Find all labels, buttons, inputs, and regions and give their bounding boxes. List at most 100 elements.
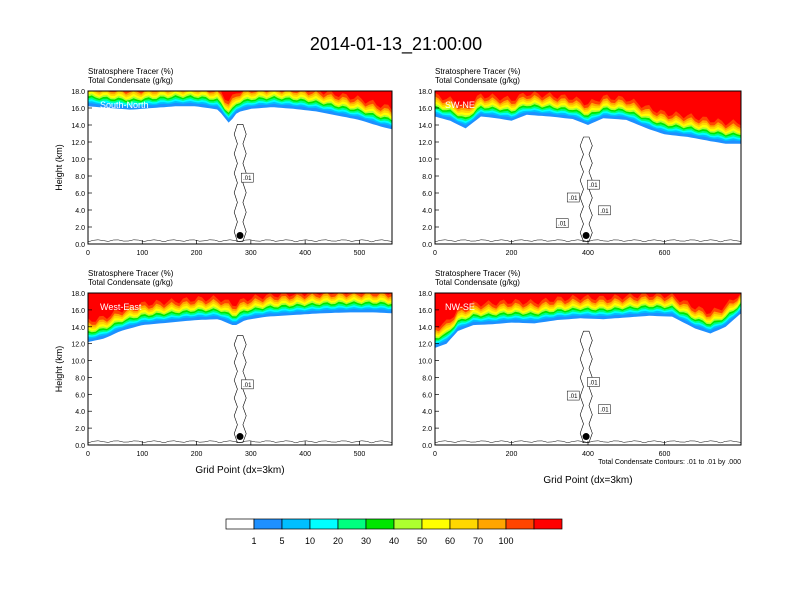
colorbar-swatch <box>477 518 507 530</box>
y-tick-label: 16.0 <box>418 106 432 113</box>
y-tick-label: 4.0 <box>75 208 85 215</box>
contour-label-box <box>555 218 569 228</box>
y-tick-label: 2.0 <box>422 426 432 433</box>
tracer-band-11 <box>435 91 741 126</box>
y-tick-label: 0.0 <box>422 242 432 249</box>
y-tick-label: 8.0 <box>422 174 432 181</box>
y-tick-label: 0.0 <box>422 443 432 450</box>
tracer-band-7 <box>88 91 392 120</box>
x-tick-label: 300 <box>245 250 257 257</box>
colorbar-label: 1 <box>251 536 256 546</box>
station-marker <box>582 232 590 239</box>
y-tick-label: 8.0 <box>422 375 432 382</box>
y-tick-label: 10.0 <box>71 157 85 164</box>
y-tick-label: 16.0 <box>71 308 85 315</box>
y-tick-label: 10.0 <box>418 157 432 164</box>
contour-label: .01 <box>589 183 598 189</box>
condensate-contour <box>233 124 247 242</box>
panel-title-line1: Stratosphere Tracer (%) <box>88 67 174 76</box>
colorbar-swatch <box>421 518 451 530</box>
colorbar-label: 60 <box>445 536 455 546</box>
colorbar-label: 10 <box>305 536 315 546</box>
contour-label: .01 <box>600 209 609 215</box>
tracer-band-11 <box>88 293 392 322</box>
y-tick-label: 2.0 <box>422 225 432 232</box>
x-tick-label: 500 <box>354 451 366 458</box>
x-tick-label: 500 <box>354 250 366 257</box>
y-tick-label: 12.0 <box>71 342 85 349</box>
contour-label-box <box>587 377 600 387</box>
contour-label: .01 <box>558 222 567 228</box>
station-marker <box>236 232 244 239</box>
panel-title-line2: Total Condensate (g/kg) <box>435 278 520 287</box>
contour-label: .01 <box>569 394 578 400</box>
x-tick-label: 400 <box>299 451 311 458</box>
y-tick-label: 18.0 <box>418 89 432 96</box>
tracer-band-6 <box>88 91 392 121</box>
y-tick-label: 2.0 <box>75 225 85 232</box>
x-tick-label: 100 <box>136 250 148 257</box>
plot-frame <box>87 292 393 446</box>
colorbar-label: 50 <box>417 536 427 546</box>
y-tick-label: 12.0 <box>418 140 432 147</box>
panel-label: South-North <box>100 100 149 110</box>
station-marker <box>236 433 244 441</box>
y-tick-label: 14.0 <box>71 123 85 130</box>
y-tick-label: 8.0 <box>75 375 85 382</box>
y-tick-label: 4.0 <box>422 208 432 215</box>
y-tick-label: 4.0 <box>422 409 432 416</box>
y-tick-label: 12.0 <box>418 342 432 349</box>
x-tick-label: 400 <box>582 451 594 458</box>
x-tick-label: 600 <box>659 250 671 257</box>
panel-label: NW-SE <box>445 302 475 312</box>
contour-label-box <box>598 205 611 216</box>
colorbar-swatch <box>337 518 367 530</box>
y-tick-label: 16.0 <box>418 308 432 315</box>
tracer-band-11 <box>88 91 392 111</box>
panel-label: West-East <box>100 302 142 312</box>
x-tick-label: 200 <box>191 250 203 257</box>
panel-title-line2: Total Condensate (g/kg) <box>88 76 173 85</box>
y-tick-label: 10.0 <box>418 359 432 366</box>
colorbar-label: 70 <box>473 536 483 546</box>
colorbar-swatch <box>505 518 535 530</box>
station-marker <box>582 433 590 441</box>
colorbar-swatch <box>309 518 339 530</box>
condensate-contour <box>579 330 593 443</box>
ground-contour <box>435 440 741 444</box>
y-tick-label: 14.0 <box>418 325 432 332</box>
plot-area: .01 <box>88 293 392 444</box>
tracer-band-11 <box>435 293 741 329</box>
panel-title-line2: Total Condensate (g/kg) <box>88 278 173 287</box>
contour-label: .01 <box>569 196 578 202</box>
colorbar-swatch <box>533 518 563 530</box>
panel-west-east: .01 West-East Stratosphere Tracer (%)Total… <box>54 269 393 476</box>
panel-label: SW-NE <box>445 100 475 110</box>
y-tick-label: 18.0 <box>71 89 85 96</box>
condensate-contour <box>233 335 247 443</box>
x-tick-label: 400 <box>582 250 594 257</box>
panel-title-line1: Stratosphere Tracer (%) <box>88 269 174 278</box>
colorbar-swatch <box>225 518 255 530</box>
y-tick-label: 6.0 <box>422 191 432 198</box>
y-tick-label: 0.0 <box>75 443 85 450</box>
colorbar-label: 20 <box>333 536 343 546</box>
x-axis-label: Grid Point (dx=3km) <box>543 475 632 486</box>
y-tick-label: 0.0 <box>75 242 85 249</box>
x-axis-label: Grid Point (dx=3km) <box>195 465 284 476</box>
colorbar-label: 40 <box>389 536 399 546</box>
contour-label: .01 <box>600 408 609 414</box>
ground-contour <box>88 440 392 444</box>
colorbar-swatch <box>393 518 423 530</box>
colorbar-label: 100 <box>498 536 513 546</box>
x-tick-label: 300 <box>245 451 257 458</box>
colorbar-swatch <box>449 518 479 530</box>
contour-label-box <box>566 390 580 401</box>
y-tick-label: 8.0 <box>75 174 85 181</box>
y-tick-label: 14.0 <box>71 325 85 332</box>
y-axis-label: Height (km) <box>54 346 64 393</box>
y-tick-label: 16.0 <box>71 106 85 113</box>
ground-contour <box>88 239 392 243</box>
y-tick-label: 14.0 <box>418 123 432 130</box>
